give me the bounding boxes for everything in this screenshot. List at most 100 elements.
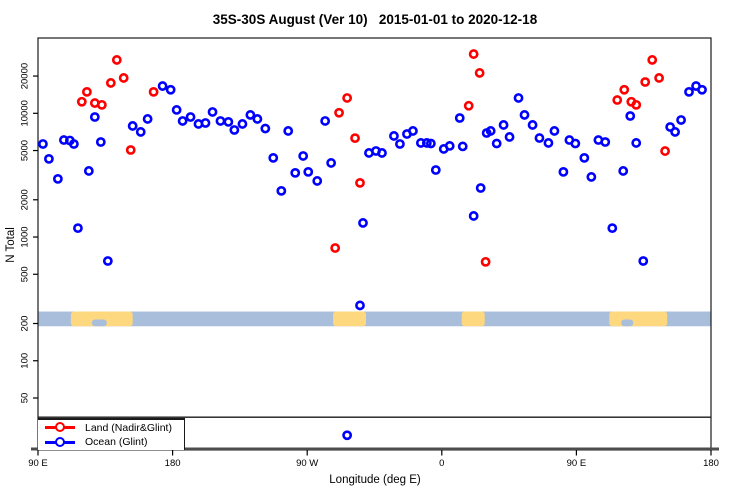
ocean-data-point [534, 133, 545, 143]
ocean-data-point [408, 126, 418, 136]
land-data-point [480, 256, 491, 267]
ocean-data-point [504, 132, 515, 142]
ocean-data-point [252, 114, 263, 124]
land-data-point [631, 99, 642, 110]
x-tick-label: 90 E [567, 458, 587, 469]
ocean-data-point [625, 111, 636, 121]
ocean-data-point [600, 137, 611, 147]
ocean-data-point [127, 121, 138, 131]
x-axis-title: Longitude (deg E) [329, 474, 421, 486]
x-tick-label: 90 E [28, 458, 48, 469]
ocean-data-point [229, 125, 240, 135]
ocean-data-point [607, 223, 618, 234]
ocean-data-point [276, 185, 287, 196]
legend-item-land: Land (Nadir&Glint) [43, 421, 184, 434]
ocean-data-point [52, 173, 63, 184]
ocean-data-point [237, 119, 248, 129]
ocean-series-symbol [43, 436, 79, 449]
land-data-point [647, 55, 658, 65]
ocean-data-point [513, 93, 524, 103]
legend-label-land: Land (Nadir&Glint) [85, 421, 172, 434]
land-data-point [640, 77, 651, 87]
ocean-data-point [260, 123, 271, 134]
ocean-data-point [207, 107, 218, 117]
y-tick-label: 2000 [20, 189, 31, 210]
land-data-point [612, 95, 623, 105]
ocean-data-point [454, 113, 465, 123]
ocean-data-point [135, 127, 146, 137]
ocean-data-point [527, 120, 538, 130]
ocean-data-point [89, 112, 100, 122]
land-data-point [660, 146, 670, 156]
ocean-data-point [142, 114, 153, 124]
x-tick-label: 180 [165, 458, 181, 469]
ocean-data-point [570, 138, 581, 149]
ocean-data-point [519, 110, 530, 120]
ocean-data-point [491, 138, 502, 149]
ocean-data-point [342, 430, 353, 441]
ocean-data-point [579, 153, 590, 163]
ocean-data-point [223, 117, 234, 127]
ocean-data-point [83, 166, 94, 176]
latitude-strip-land-patch [333, 311, 366, 327]
ocean-data-point [697, 84, 707, 95]
latitude-strip-land-patch [461, 311, 485, 327]
land-data-point [350, 133, 360, 144]
latitude-strip-ocean-notch [91, 319, 107, 327]
ocean-data-point [312, 176, 323, 186]
ocean-data-point [421, 138, 432, 148]
land-data-point [619, 84, 630, 95]
ocean-data-point [171, 105, 182, 115]
legend-label-ocean: Ocean (Glint) [85, 436, 148, 449]
chart-title: 35S-30S August (Ver 10) 2015-01-01 to 20… [212, 12, 538, 27]
latitude-strip-ocean-notch [621, 319, 634, 327]
ocean-data-point [68, 139, 79, 149]
legend: Land (Nadir&Glint) Ocean (Glint) [38, 418, 185, 450]
y-tick-label: 5000 [20, 140, 31, 161]
legend-item-ocean: Ocean (Glint) [43, 436, 184, 449]
ocean-data-point [676, 115, 686, 125]
y-tick-label: 1000 [20, 226, 31, 247]
ocean-data-point [684, 86, 694, 97]
ocean-data-point [485, 126, 496, 136]
ocean-data-point [498, 120, 509, 130]
ocean-data-point [430, 165, 441, 175]
land-data-point [105, 78, 116, 88]
ocean-data-point [355, 300, 365, 311]
y-tick-label: 200 [20, 316, 31, 332]
ocean-data-point [298, 151, 309, 161]
plot-frame [37, 37, 712, 451]
ocean-data-point [326, 158, 337, 168]
land-data-point [96, 99, 107, 110]
latitude-strip-land-patch [609, 311, 668, 327]
ocean-data-point [586, 172, 597, 182]
ocean-data-point [268, 153, 279, 163]
ocean-data-point [444, 141, 455, 151]
ocean-data-point [475, 183, 486, 193]
ocean-data-point [95, 137, 106, 147]
ocean-data-point [665, 122, 676, 132]
latitude-strip-ocean [38, 311, 711, 327]
land-series-symbol [43, 421, 79, 434]
x-tick-label: 0 [439, 458, 444, 469]
land-data-point [111, 55, 122, 65]
ocean-data-point [395, 139, 405, 149]
ocean-data-point [165, 84, 176, 95]
y-tick-label: 500 [20, 266, 31, 282]
ocean-data-point [389, 131, 399, 141]
ocean-data-point [320, 116, 331, 126]
land-data-point [82, 86, 92, 97]
land-data-point [342, 93, 353, 103]
latitude-strip-land-patch [70, 311, 133, 327]
land-data-point [463, 100, 474, 111]
ocean-data-point [303, 167, 314, 177]
ocean-data-point [631, 138, 642, 148]
land-data-point [76, 96, 87, 107]
y-axis-title: N Total [5, 227, 17, 263]
land-data-point [474, 68, 485, 78]
ocean-data-point [558, 167, 569, 177]
ocean-data-point [73, 223, 83, 234]
y-tick-label: 10000 [20, 100, 31, 126]
